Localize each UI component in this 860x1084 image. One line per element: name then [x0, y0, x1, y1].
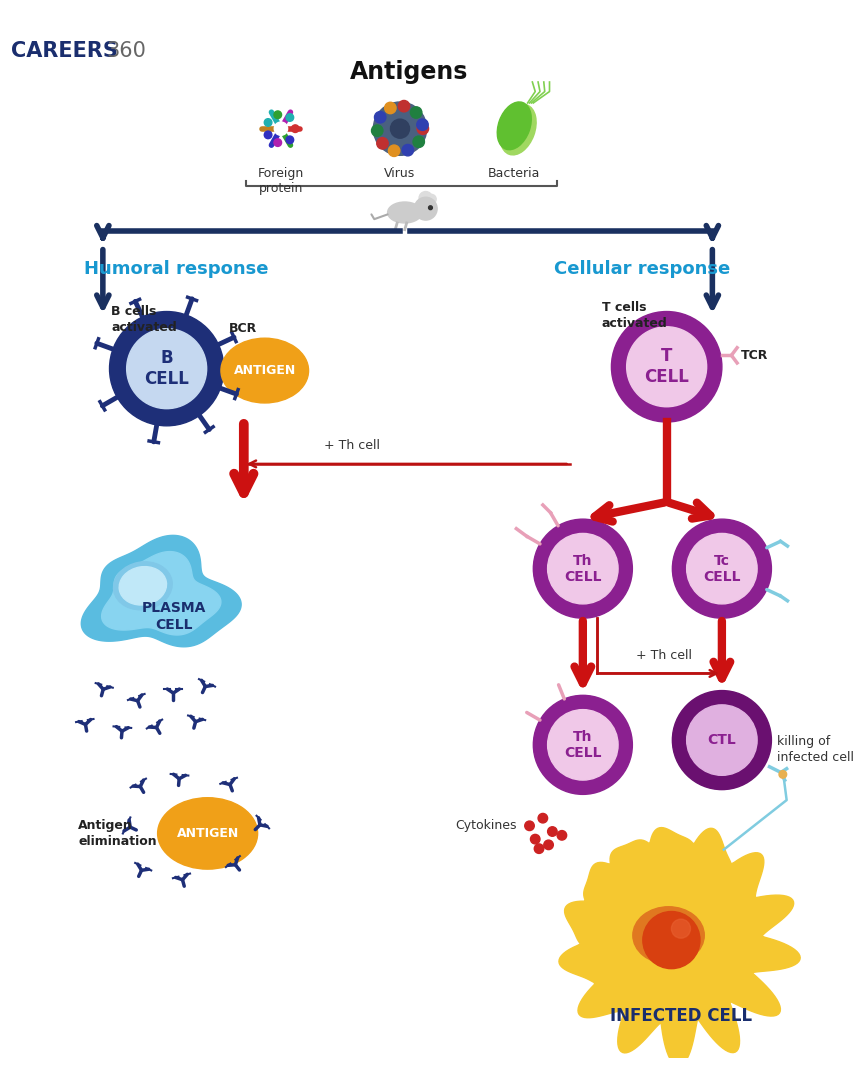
- Text: + Th cell: + Th cell: [636, 649, 692, 662]
- Ellipse shape: [500, 104, 536, 155]
- Text: T
CELL: T CELL: [644, 347, 689, 386]
- Text: PLASMA
CELL: PLASMA CELL: [142, 601, 206, 632]
- Circle shape: [672, 919, 691, 938]
- Text: BCR: BCR: [229, 322, 257, 335]
- Circle shape: [525, 821, 534, 830]
- Text: INFECTED CELL: INFECTED CELL: [610, 1007, 752, 1025]
- Circle shape: [611, 311, 722, 422]
- Text: Th
CELL: Th CELL: [564, 730, 602, 760]
- Text: ANTIGEN: ANTIGEN: [176, 827, 239, 840]
- Circle shape: [548, 710, 618, 780]
- Text: Th
CELL: Th CELL: [564, 554, 602, 584]
- Circle shape: [534, 844, 544, 853]
- Circle shape: [373, 102, 427, 155]
- Circle shape: [557, 830, 567, 840]
- Circle shape: [779, 771, 787, 778]
- Circle shape: [274, 139, 281, 146]
- Ellipse shape: [120, 567, 167, 605]
- Circle shape: [642, 912, 700, 969]
- Ellipse shape: [114, 562, 172, 610]
- Ellipse shape: [633, 906, 704, 964]
- Text: Cellular response: Cellular response: [555, 260, 730, 278]
- Circle shape: [398, 101, 409, 112]
- Text: Cytokines: Cytokines: [456, 820, 517, 833]
- Circle shape: [274, 111, 281, 118]
- Circle shape: [126, 328, 206, 409]
- Circle shape: [286, 136, 293, 144]
- Circle shape: [428, 206, 433, 209]
- Circle shape: [417, 122, 428, 134]
- Text: TCR: TCR: [741, 349, 768, 362]
- Text: CTL: CTL: [708, 733, 736, 747]
- Circle shape: [384, 102, 396, 114]
- Circle shape: [390, 119, 409, 138]
- Circle shape: [673, 519, 771, 618]
- Text: Tc
CELL: Tc CELL: [703, 554, 740, 584]
- Circle shape: [374, 112, 386, 122]
- Text: + Th cell: + Th cell: [324, 439, 380, 452]
- Circle shape: [627, 326, 707, 406]
- Circle shape: [292, 125, 299, 132]
- Circle shape: [377, 138, 388, 150]
- Circle shape: [274, 122, 287, 136]
- Text: B
CELL: B CELL: [144, 349, 189, 388]
- Text: B cells
activated: B cells activated: [112, 305, 177, 334]
- Circle shape: [419, 192, 433, 205]
- Circle shape: [544, 840, 553, 850]
- Circle shape: [109, 311, 224, 426]
- Circle shape: [417, 119, 428, 130]
- Text: Antigen
elimination: Antigen elimination: [78, 818, 157, 848]
- Text: Humoral response: Humoral response: [83, 260, 268, 278]
- Text: Bacteria: Bacteria: [488, 167, 540, 180]
- Text: Virus: Virus: [384, 167, 415, 180]
- Ellipse shape: [388, 202, 422, 223]
- Circle shape: [538, 813, 548, 823]
- Ellipse shape: [157, 798, 258, 869]
- Text: killing of
infected cell: killing of infected cell: [777, 735, 854, 764]
- Ellipse shape: [221, 338, 309, 403]
- Circle shape: [413, 137, 425, 147]
- Text: T cells
activated: T cells activated: [602, 301, 667, 330]
- Text: 360: 360: [107, 40, 146, 61]
- Text: Foreign
protein: Foreign protein: [258, 167, 304, 195]
- Circle shape: [264, 131, 272, 139]
- Circle shape: [286, 114, 293, 121]
- Circle shape: [548, 827, 557, 836]
- Ellipse shape: [497, 102, 531, 150]
- Circle shape: [533, 519, 632, 618]
- Circle shape: [548, 533, 618, 604]
- Text: Antigens: Antigens: [350, 60, 469, 83]
- Text: ANTIGEN: ANTIGEN: [234, 364, 296, 377]
- Circle shape: [686, 705, 757, 775]
- Circle shape: [389, 145, 400, 156]
- Circle shape: [415, 197, 437, 220]
- Circle shape: [427, 194, 436, 204]
- Circle shape: [673, 691, 771, 789]
- Circle shape: [531, 835, 540, 844]
- Circle shape: [264, 118, 272, 127]
- Polygon shape: [559, 827, 800, 1066]
- Circle shape: [533, 695, 632, 795]
- Polygon shape: [82, 535, 241, 647]
- Text: CAREERS: CAREERS: [11, 40, 119, 61]
- Circle shape: [402, 144, 414, 156]
- Polygon shape: [101, 552, 221, 635]
- Circle shape: [372, 125, 383, 137]
- Circle shape: [410, 107, 422, 118]
- Circle shape: [686, 533, 757, 604]
